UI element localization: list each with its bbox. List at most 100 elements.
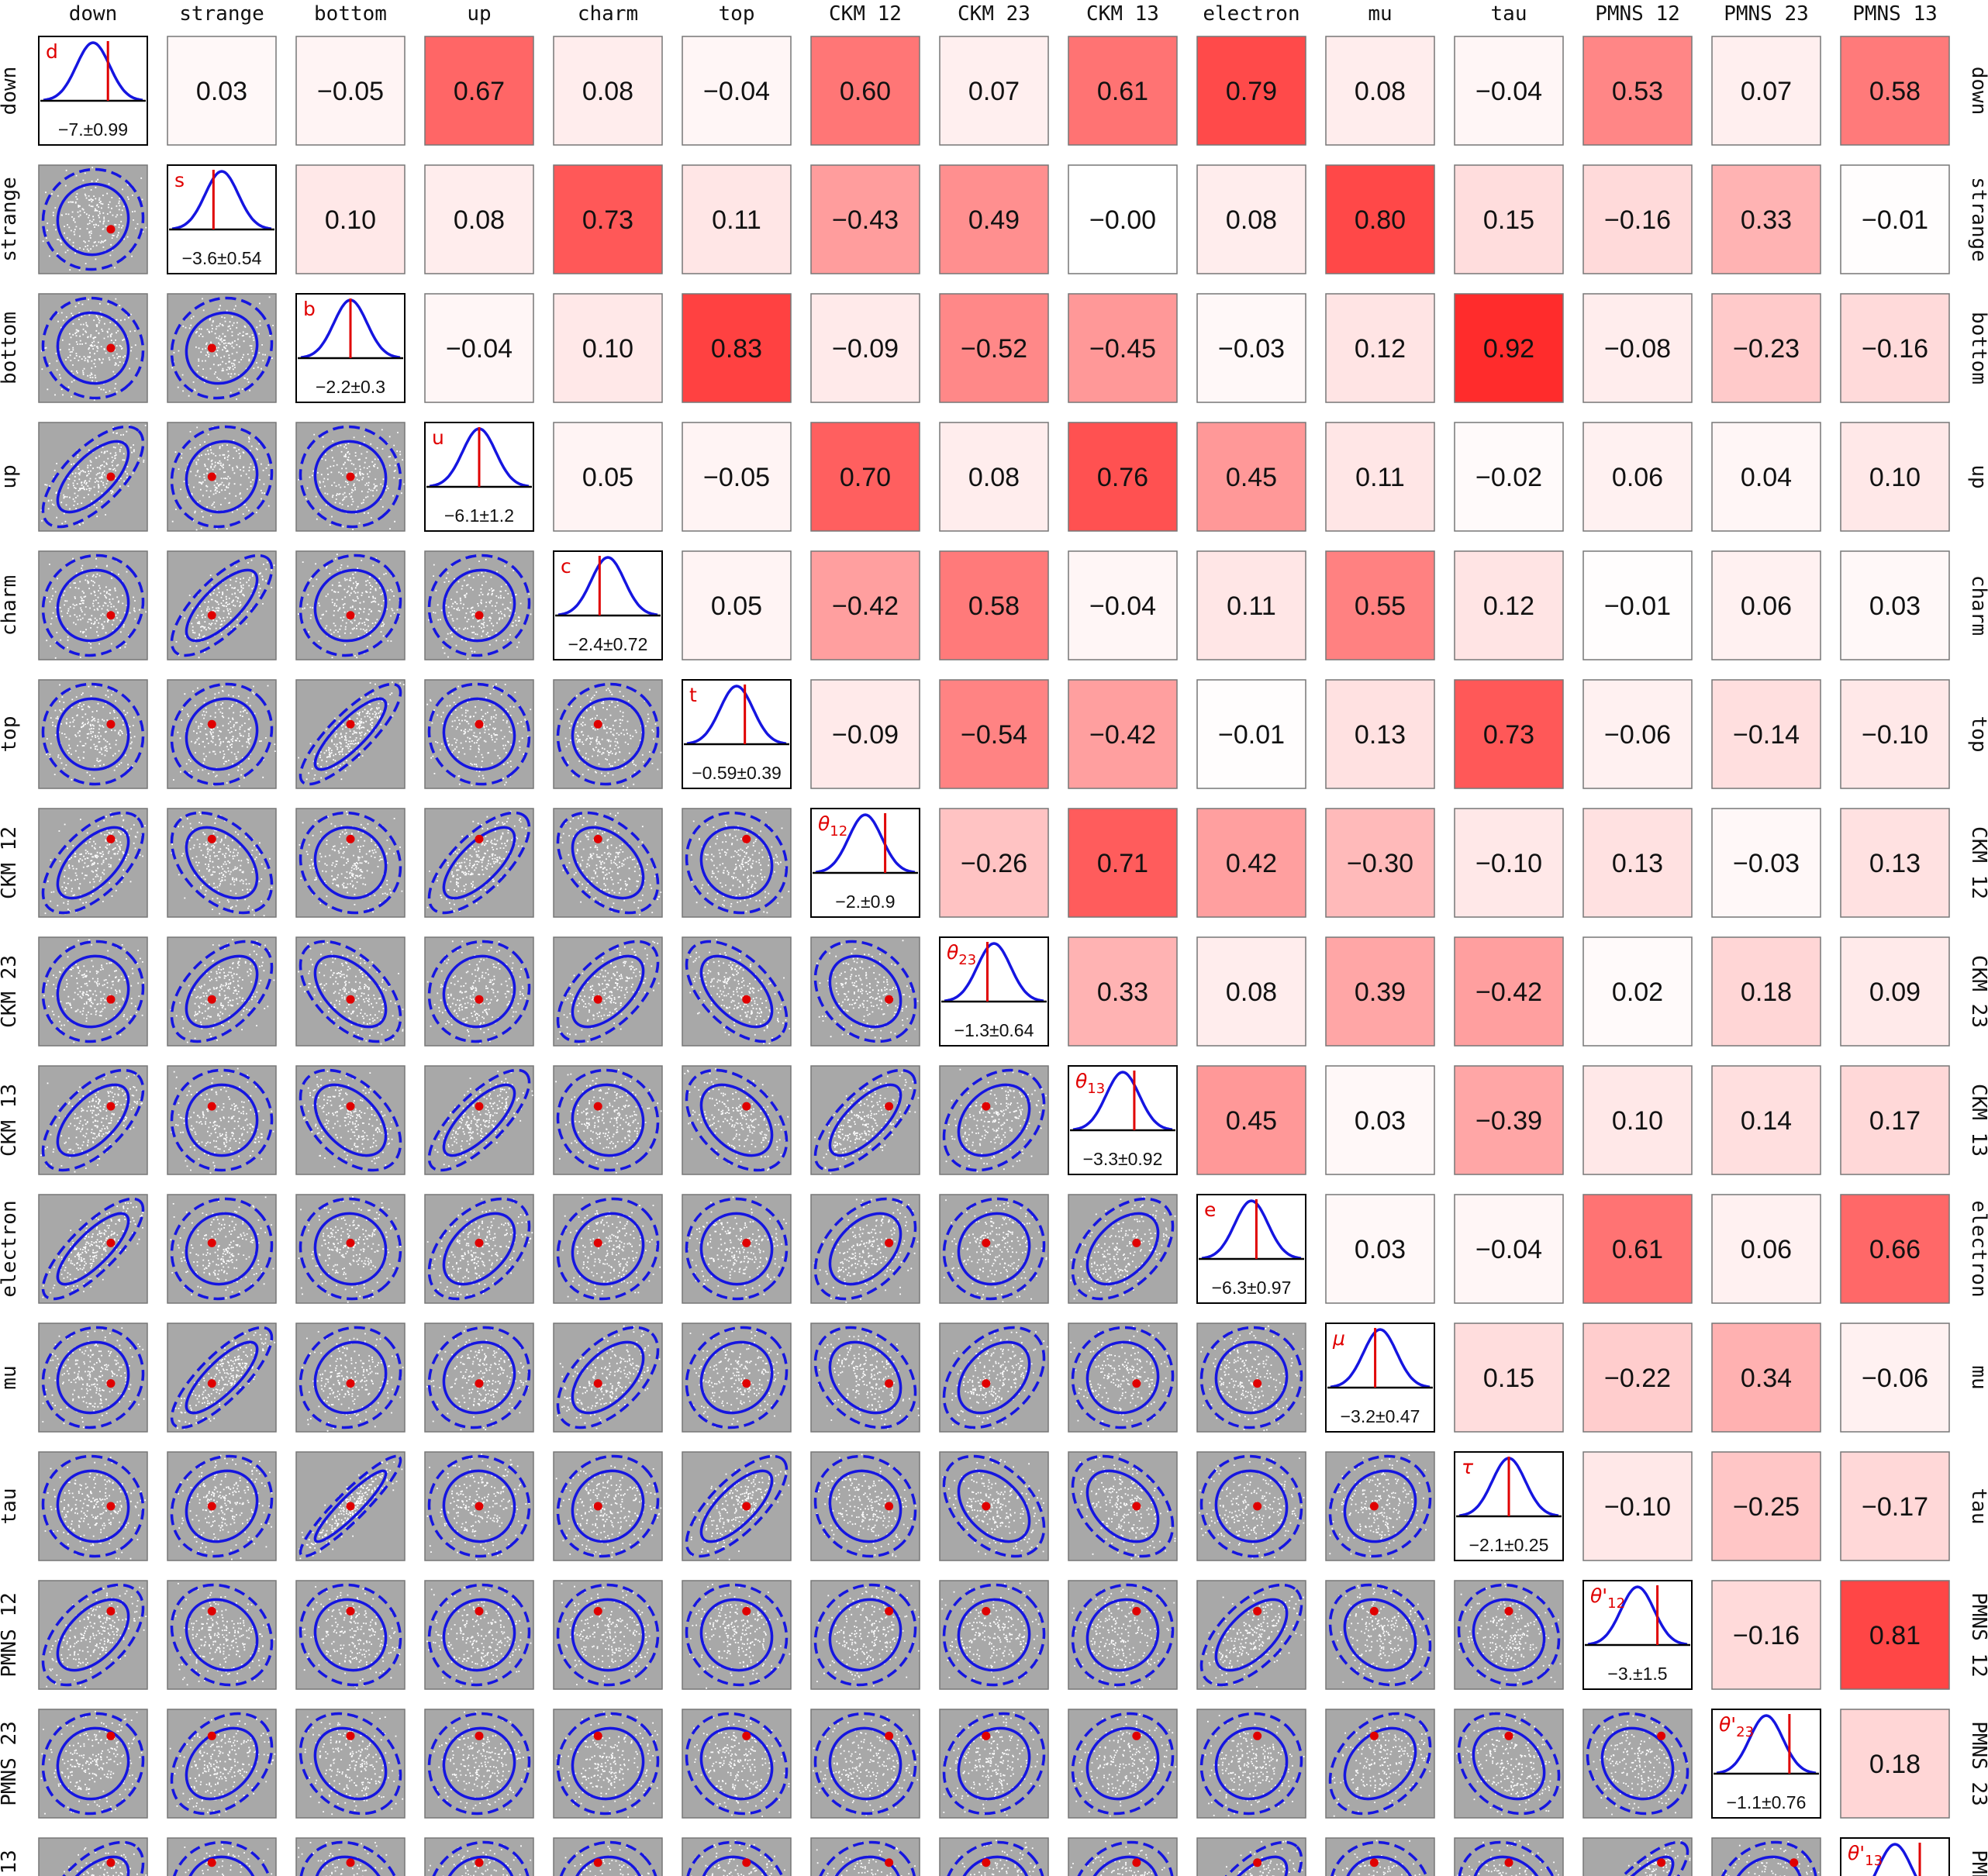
truth-point [1790, 1858, 1799, 1867]
truth-point [982, 1606, 991, 1616]
cell-pmns-12-ckm-12 [810, 1580, 920, 1690]
symbol-ckm-23: θ23 [947, 941, 976, 968]
scatter-points [689, 1330, 788, 1428]
ellipse-inner [571, 1083, 645, 1157]
ellipse-inner [56, 182, 130, 257]
cell-ckm-12-strange [167, 808, 277, 918]
corr-value: −0.22 [1604, 1364, 1671, 1393]
truth-point [346, 995, 355, 1004]
truth-point [207, 611, 216, 620]
corr-value: 0.39 [1355, 978, 1406, 1007]
truth-point [207, 472, 216, 481]
corr-value: −0.23 [1733, 334, 1800, 364]
cell-charm-up [424, 550, 534, 660]
truth-point [207, 1858, 216, 1867]
ellipse-inner [1214, 1855, 1289, 1876]
cell-pmns-13-electron [1196, 1837, 1306, 1876]
truth-point [1132, 1238, 1141, 1247]
cell-bottom-electron: −0.03 [1196, 293, 1306, 403]
truth-point [982, 1102, 991, 1111]
ellipse-inner [56, 1212, 130, 1286]
corr-cell [1840, 422, 1950, 532]
cell-tau-ckm-23 [939, 1451, 1049, 1561]
ellipse-inner [313, 697, 388, 771]
cell-pmns-13-ckm-23 [939, 1837, 1049, 1876]
ellipse-outer [41, 1326, 145, 1429]
ellipse-outer [299, 1068, 402, 1172]
truth-point [207, 719, 216, 729]
cell-ckm-23-top [682, 936, 792, 1047]
truth-point [885, 1858, 894, 1867]
cell-pmns-23-down [38, 1709, 148, 1819]
cell-down-ckm-13: 0.61 [1068, 36, 1178, 146]
truth-point [885, 1502, 894, 1511]
cell-pmns-23-pmns-13: 0.18 [1840, 1709, 1950, 1819]
ellipse-inner [313, 568, 388, 643]
corr-value: −0.43 [832, 205, 899, 235]
cell-pmns-13-ckm-13 [1068, 1837, 1178, 1876]
ellipse-outer [41, 1197, 145, 1301]
corr-cell [1582, 422, 1693, 532]
cell-down-pmns-13: 0.58 [1840, 36, 1950, 146]
ellipse-inner [699, 1340, 774, 1415]
corr-value: 0.08 [582, 77, 633, 106]
corr-value: −0.09 [832, 334, 899, 364]
ellipse-inner [571, 697, 645, 771]
corr-cell [424, 293, 534, 403]
cell-pmns-12-pmns-12: θ'12 −3.±1.5 [1582, 1580, 1693, 1690]
cell-bottom-pmns-12: −0.08 [1582, 293, 1693, 403]
marginal-curve [171, 170, 272, 230]
scatter-frame [424, 936, 534, 1047]
corr-cell [1325, 1194, 1435, 1304]
corr-cell [1582, 679, 1693, 789]
truth-point [593, 1102, 602, 1111]
cell-strange-down [38, 164, 148, 274]
corr-cell [1711, 1065, 1821, 1175]
corr-value: 0.11 [1355, 463, 1405, 492]
ellipse-outer [942, 1197, 1046, 1301]
corr-value: 0.13 [1355, 720, 1406, 750]
cell-top-mu: 0.13 [1325, 679, 1435, 789]
cell-pmns-13-pmns-13: θ'13−4.±1.6 [1840, 1837, 1950, 1876]
scatter-frame [167, 422, 277, 532]
truth-point [885, 995, 894, 1004]
corr-cell [1582, 1323, 1693, 1433]
cell-charm-ckm-12: −0.42 [810, 550, 920, 660]
cell-ckm-12-ckm-12: θ12 −2.±0.9 [810, 808, 920, 918]
corr-value: 0.18 [1741, 978, 1792, 1007]
corr-value: −0.14 [1733, 720, 1800, 750]
right-axis-labels: down strange bottom up charm top CKM 12 CKM 23 C… [1967, 67, 1988, 1876]
scatter-points [945, 1068, 1047, 1173]
right-label-up: up [1967, 464, 1988, 488]
right-label-pmns-23: PMNS 23 [1967, 1721, 1988, 1806]
scatter-points [298, 553, 401, 659]
ellipse-inner [442, 1598, 516, 1672]
scatter-points [40, 424, 147, 526]
ellipse-outer [813, 1840, 917, 1876]
marginal-frame [810, 808, 920, 918]
scatter-frame [424, 808, 534, 918]
left-axis-labels: down strange bottom up charm top CKM 12 CKM 23 C… [0, 67, 21, 1876]
ellipse-outer [41, 167, 145, 271]
cell-pmns-23-ckm-12 [810, 1709, 920, 1819]
cell-pmns-23-pmns-23: θ'23 −1.1±0.76 [1711, 1709, 1821, 1819]
left-label-pmns-23: PMNS 23 [0, 1721, 21, 1806]
corr-cell [1582, 293, 1693, 403]
corr-value: 0.67 [454, 77, 505, 106]
symbol-pmns-13: θ'13 [1848, 1842, 1883, 1869]
ellipse-inner [1600, 1726, 1675, 1801]
cell-ckm-13-strange [167, 1065, 277, 1175]
scatter-points [174, 1332, 276, 1429]
cell-electron-top [682, 1194, 792, 1304]
scatter-points [426, 810, 530, 912]
ellipse-outer [942, 1068, 1046, 1172]
cell-down-pmns-23: 0.07 [1711, 36, 1821, 146]
truth-point [593, 1606, 602, 1616]
cell-pmns-12-strange [167, 1580, 277, 1690]
truth-point [742, 1102, 751, 1111]
truth-point [742, 1502, 751, 1511]
corr-cell [295, 36, 406, 146]
scatter-points [428, 555, 532, 660]
corr-cell [1196, 808, 1306, 918]
corr-cell [553, 164, 663, 274]
